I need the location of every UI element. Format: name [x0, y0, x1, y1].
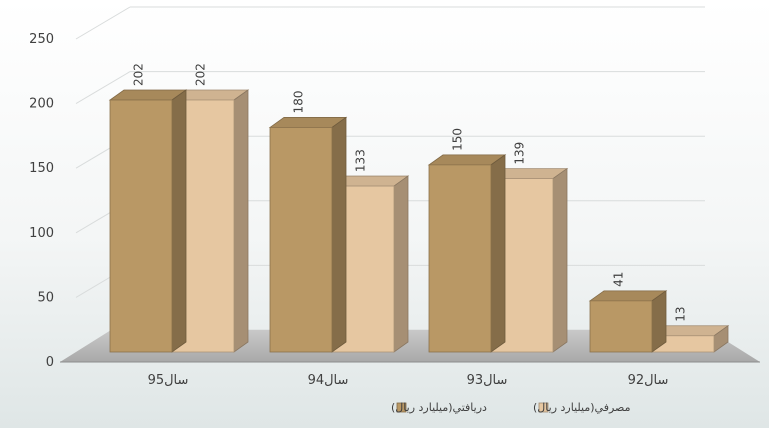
gridline-diag: [75, 6, 131, 40]
bar-front: [589, 300, 653, 353]
data-label: 41: [612, 272, 626, 287]
legend-item: دريافتي(ميليارد ريال): [391, 401, 487, 414]
legend-swatch: [538, 402, 549, 413]
legend-item: مصرفي(ميليارد ريال): [533, 401, 631, 414]
bar-side: [490, 154, 506, 353]
y-tick-label: 200: [29, 97, 54, 112]
bar-side: [331, 116, 347, 353]
bar-side: [651, 290, 667, 353]
legend: مصرفي(ميليارد ريال) دريافتي(ميليارد ريال): [391, 401, 631, 414]
bar: [588, 290, 668, 353]
bar-front: [428, 164, 492, 353]
bar: [427, 154, 507, 353]
gridline-diag: [75, 71, 131, 105]
y-tick-label: 50: [37, 290, 54, 305]
data-label: 150: [451, 128, 465, 151]
legend-label: دريافتي(ميليارد ريال): [391, 401, 487, 414]
data-label: 180: [292, 91, 306, 114]
data-label: 133: [354, 149, 368, 172]
x-tick-label: سال93: [467, 373, 508, 388]
legend-label: مصرفي(ميليارد ريال): [533, 401, 631, 414]
data-label: 13: [674, 307, 688, 322]
x-tick-label: سال92: [628, 373, 669, 388]
x-tick-label: سال95: [148, 373, 189, 388]
y-tick-label: 100: [29, 226, 54, 241]
axes: 0 50 100 150 200 250 سال95 سال94 سال93 سال92: [29, 32, 668, 388]
data-labels: 202 202 133 180 139 150 13 41: [132, 63, 688, 322]
bar-side: [393, 175, 409, 353]
y-tick-label: 250: [29, 32, 54, 47]
legend-swatch: [396, 402, 407, 413]
data-label: 202: [194, 63, 208, 86]
bar-front: [269, 127, 333, 353]
bar-side: [233, 89, 249, 353]
bar-front: [109, 99, 173, 353]
data-label: 202: [132, 63, 146, 86]
x-tick-label: سال94: [308, 373, 349, 388]
y-tick-label: 0: [46, 355, 54, 370]
bar: [650, 325, 730, 353]
bar-side: [171, 89, 187, 353]
bar-side: [552, 167, 568, 353]
bar: [268, 116, 348, 353]
bars: [108, 89, 730, 353]
bar: [108, 89, 188, 353]
data-label: 139: [513, 142, 527, 165]
y-tick-label: 150: [29, 161, 54, 176]
